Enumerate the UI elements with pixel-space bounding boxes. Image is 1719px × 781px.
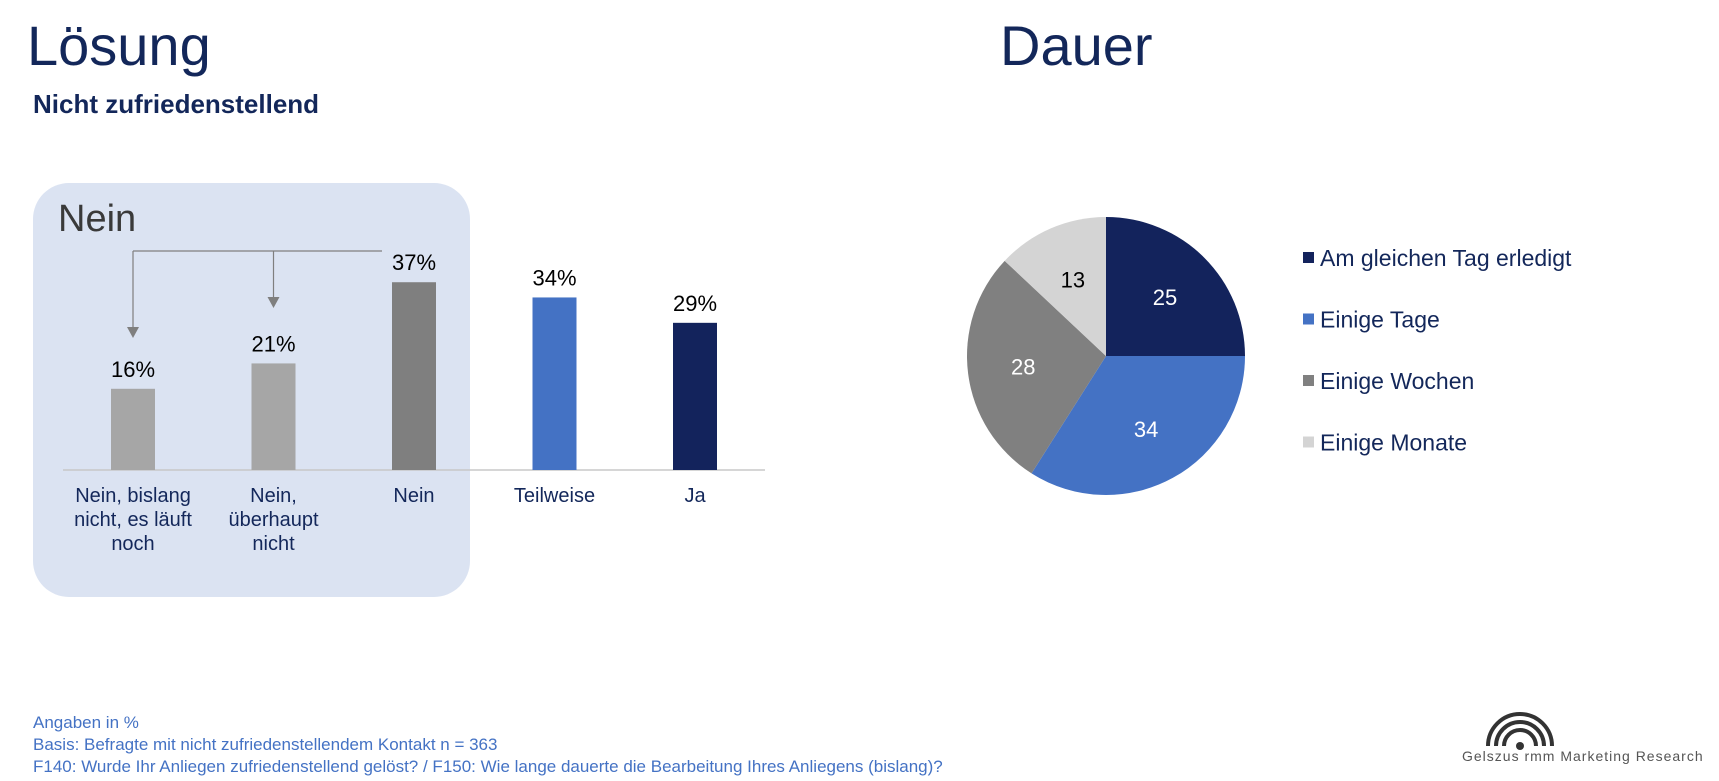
arrow-down-icon <box>127 327 139 338</box>
pie-value-label: 28 <box>1011 354 1035 379</box>
legend-label: Einige Tage <box>1320 307 1440 333</box>
bar <box>673 322 717 470</box>
bar <box>532 297 577 470</box>
logo-icon <box>1486 712 1554 750</box>
bar-value-label: 16% <box>111 357 155 382</box>
bar-value-label: 29% <box>673 291 717 316</box>
bar <box>111 388 155 470</box>
legend-label: Einige Wochen <box>1320 368 1474 394</box>
category-label: Ja <box>684 485 706 507</box>
category-label-line: Teilweise <box>514 485 595 507</box>
pie-value-label: 25 <box>1153 285 1177 310</box>
category-label-line: überhaupt <box>228 509 319 531</box>
category-label: Nein <box>393 485 434 507</box>
pie-slice <box>1004 217 1106 356</box>
category-label-line: Nein, <box>250 485 297 507</box>
category-label: Nein, überhaupt nicht <box>228 485 319 555</box>
pie-slice <box>967 260 1106 474</box>
right-title: Dauer <box>1000 14 1153 77</box>
pie-chart: 25 34 28 13 Am gleichen Tag erledigt Einige T… <box>967 217 1572 496</box>
category-label-line: nicht, es läuft <box>74 509 192 531</box>
legend-label: Einige Monate <box>1320 430 1467 456</box>
category-label: Teilweise <box>514 485 595 507</box>
bar <box>392 282 436 470</box>
category-label-line: Nein <box>393 485 434 507</box>
pie-value-label: 34 <box>1134 417 1158 442</box>
pie-slice <box>1106 217 1245 356</box>
category-label-line: Ja <box>684 485 706 507</box>
bar-value-label: 34% <box>532 265 576 290</box>
nein-box-label: Nein <box>58 198 137 240</box>
category-label-line: nicht <box>252 533 295 555</box>
category-label-line: Nein, bislang <box>75 485 191 507</box>
footer-basis: Basis: Befragte mit nicht zufriedenstell… <box>33 735 498 754</box>
pie-slice <box>1031 356 1245 496</box>
left-title: Lösung <box>27 14 211 77</box>
legend-label: Am gleichen Tag erledigt <box>1320 245 1572 271</box>
bar <box>251 363 296 470</box>
bar-value-label: 37% <box>392 250 436 275</box>
left-subtitle: Nicht zufriedenstellend <box>33 89 320 119</box>
pie-value-label: 13 <box>1061 267 1085 292</box>
logo-text: Gelszus rmm Marketing Research <box>1462 748 1704 764</box>
legend-swatch <box>1303 252 1314 263</box>
legend-swatch <box>1303 375 1314 386</box>
bar-chart: 16% Nein, bislang nicht, es läuft noch 21% Ne… <box>63 250 765 555</box>
legend-swatch <box>1303 436 1314 448</box>
footer-questions: F140: Wurde Ihr Anliegen zufriedenstelle… <box>33 757 943 776</box>
category-label-line: noch <box>111 533 154 555</box>
category-label: Nein, bislang nicht, es läuft noch <box>74 485 192 555</box>
bar-value-label: 21% <box>251 331 295 356</box>
legend-swatch <box>1303 313 1314 325</box>
footer-units: Angaben in % <box>33 713 139 732</box>
arrow-down-icon <box>267 297 280 308</box>
